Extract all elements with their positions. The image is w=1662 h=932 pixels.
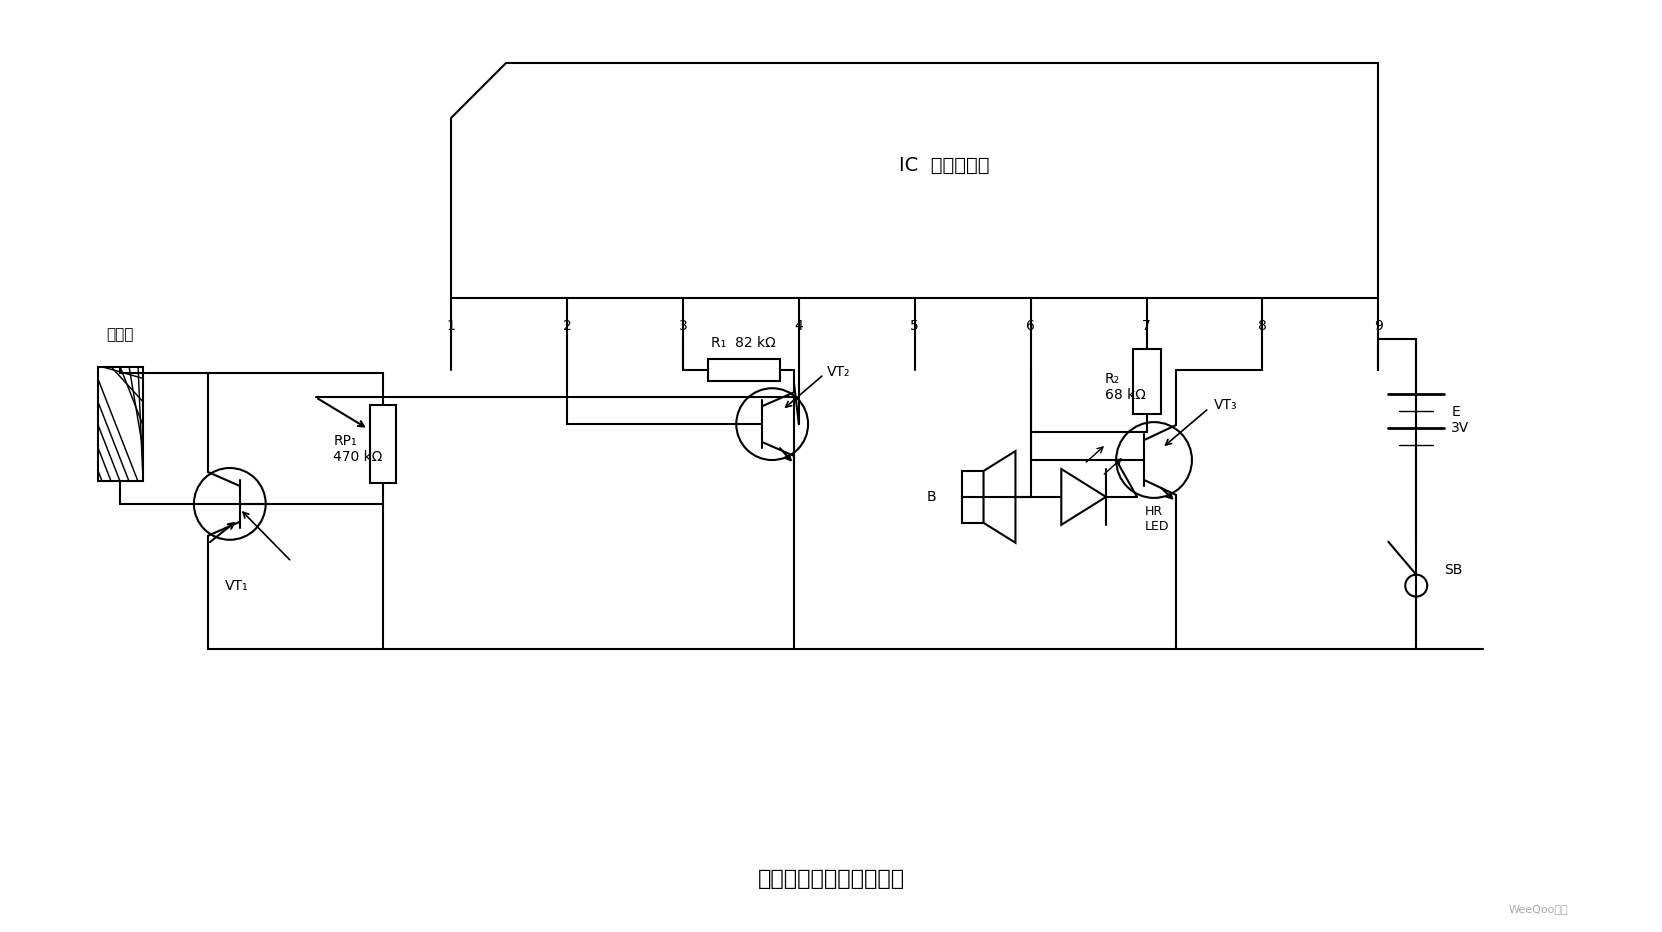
Text: R₁  82 kΩ: R₁ 82 kΩ bbox=[711, 336, 776, 350]
Polygon shape bbox=[450, 63, 1378, 297]
Text: 9: 9 bbox=[1374, 320, 1383, 334]
Text: RP₁
470 kΩ: RP₁ 470 kΩ bbox=[334, 434, 382, 464]
Text: 光电防盗报警器电路原理: 光电防盗报警器电路原理 bbox=[758, 869, 904, 889]
Text: 7: 7 bbox=[1142, 320, 1150, 334]
Text: 3: 3 bbox=[678, 320, 688, 334]
Text: VT₂: VT₂ bbox=[828, 365, 851, 379]
Text: R₂
68 kΩ: R₂ 68 kΩ bbox=[1105, 372, 1145, 402]
Bar bbox=[708, 360, 779, 381]
Bar bbox=[371, 405, 396, 483]
Text: 5: 5 bbox=[911, 320, 919, 334]
Text: VT₁: VT₁ bbox=[224, 579, 248, 593]
Text: SB: SB bbox=[1444, 563, 1463, 577]
Polygon shape bbox=[984, 451, 1015, 542]
Text: E
3V: E 3V bbox=[1451, 404, 1469, 434]
Text: VT₃: VT₃ bbox=[1213, 398, 1238, 412]
Text: HR
LED: HR LED bbox=[1145, 505, 1170, 533]
Text: WeeQoo推库: WeeQoo推库 bbox=[1507, 904, 1567, 913]
Text: 1: 1 bbox=[447, 320, 455, 334]
Bar bbox=[98, 367, 143, 482]
Text: 2: 2 bbox=[563, 320, 572, 334]
Text: 4: 4 bbox=[794, 320, 803, 334]
Bar bbox=[962, 471, 984, 523]
Bar bbox=[1132, 350, 1160, 414]
Text: 8: 8 bbox=[1258, 320, 1266, 334]
Text: IC  报警音乐片: IC 报警音乐片 bbox=[899, 156, 991, 175]
Text: 6: 6 bbox=[1025, 320, 1035, 334]
Text: 感应片: 感应片 bbox=[106, 327, 135, 342]
Polygon shape bbox=[1062, 469, 1105, 525]
Text: B: B bbox=[927, 490, 936, 504]
